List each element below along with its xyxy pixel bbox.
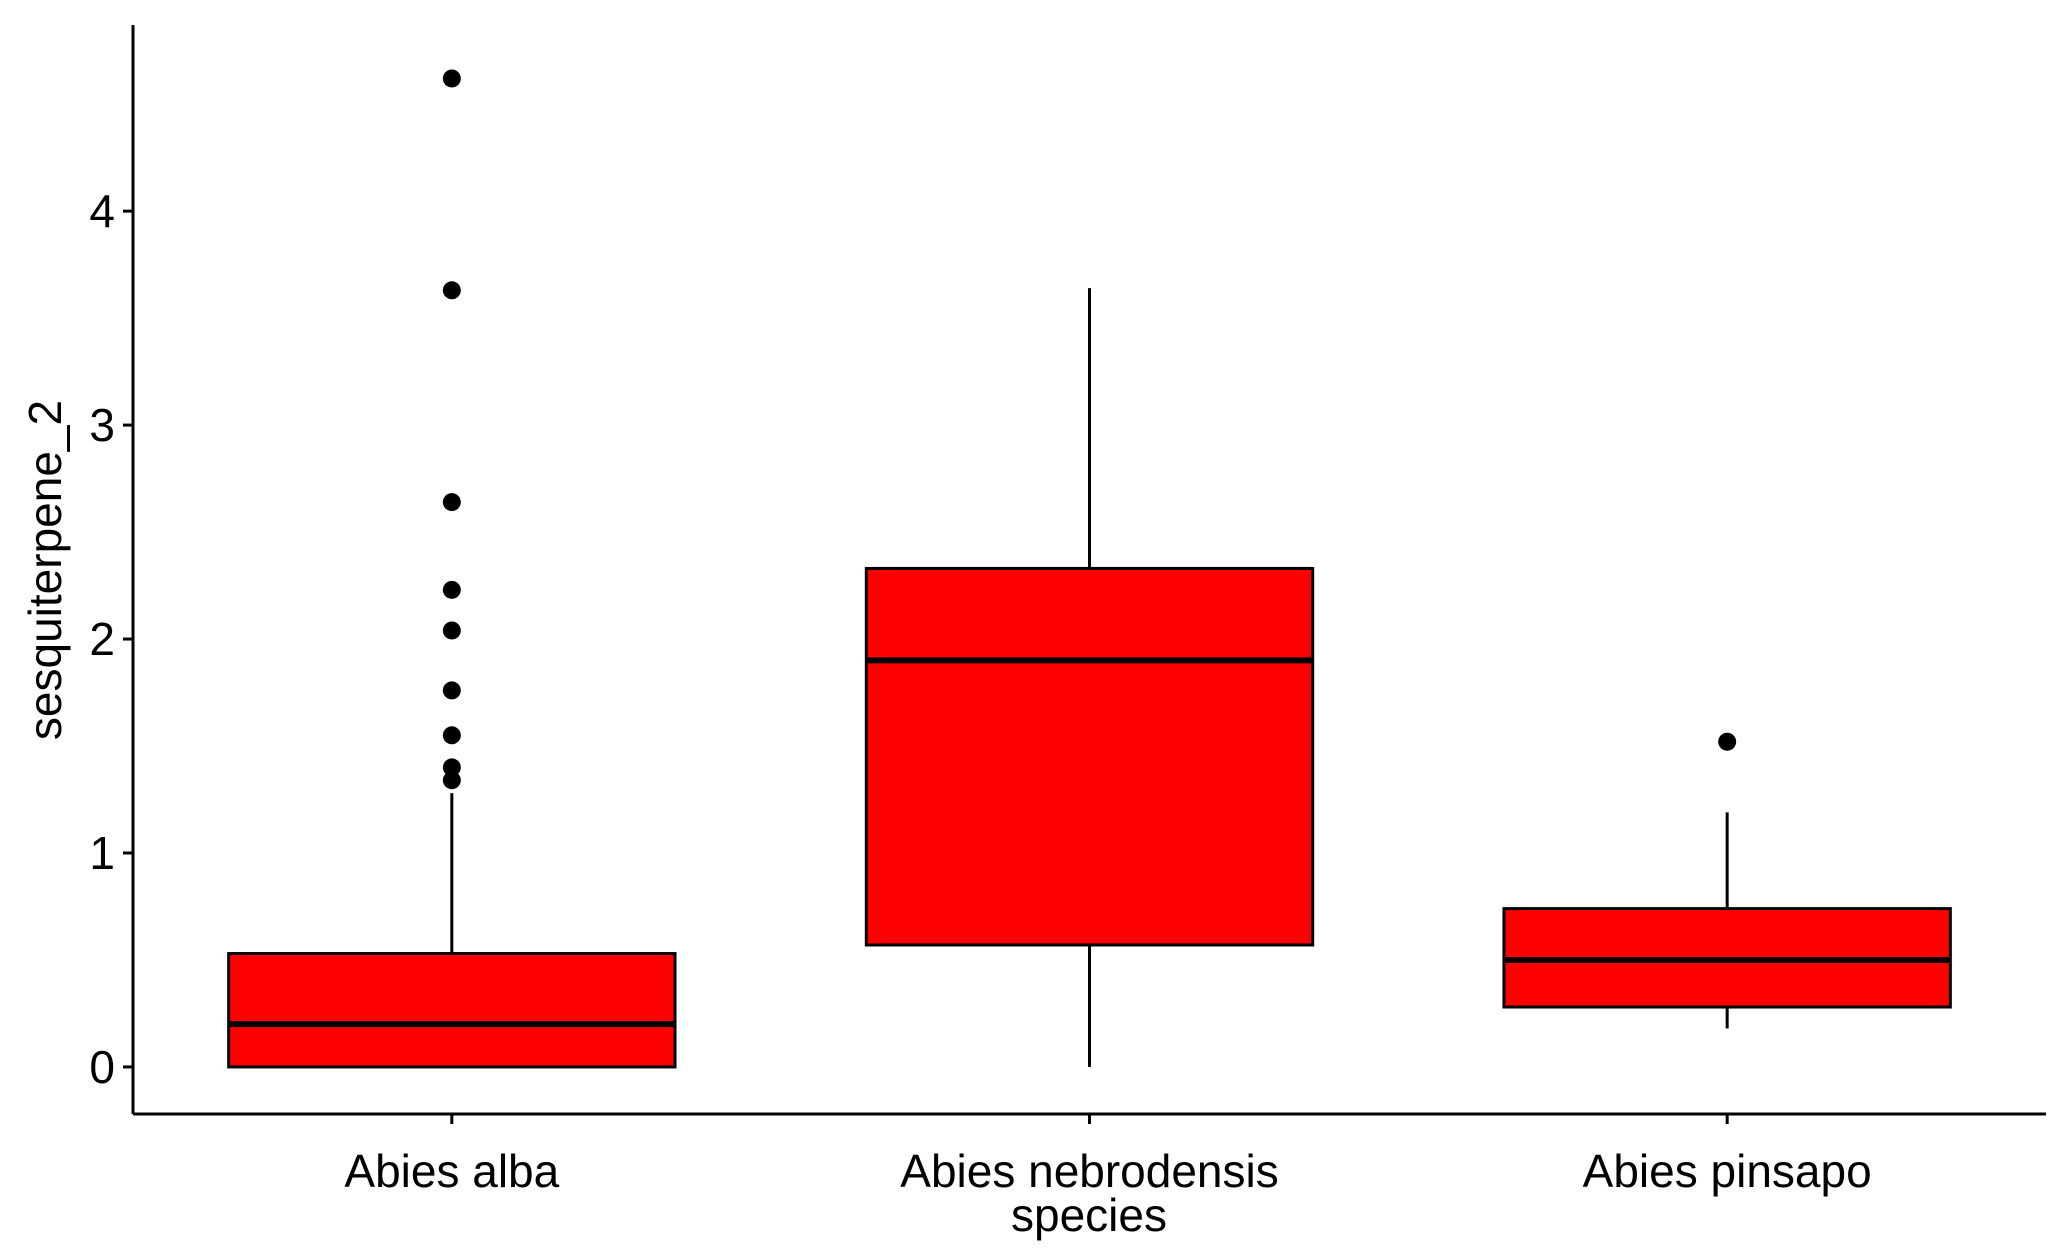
y-tick-label: 0 <box>89 1041 115 1093</box>
y-tick-label: 1 <box>89 827 115 879</box>
outlier-point <box>442 681 461 700</box>
y-axis-title: sesquiterpene_2 <box>19 400 71 740</box>
outlier-point <box>442 580 461 599</box>
outlier-point <box>442 281 461 300</box>
outlier-point <box>442 726 461 745</box>
x-axis: Abies alba Abies nebrodensis Abies pinsapo <box>344 1114 1872 1197</box>
boxes-layer <box>227 69 1952 1069</box>
box-group <box>1502 732 1952 1029</box>
outlier-point <box>442 493 461 512</box>
x-tick-label: Abies alba <box>344 1145 559 1197</box>
x-tick-label: Abies nebrodensis <box>900 1145 1278 1197</box>
plot-area <box>227 69 1952 1069</box>
box-group <box>864 288 1315 1067</box>
y-tick-label: 4 <box>89 185 115 237</box>
y-axis: 0 1 2 3 4 <box>89 185 133 1093</box>
outlier-point <box>442 69 461 88</box>
outlier-point <box>1718 732 1737 751</box>
x-tick-label: Abies pinsapo <box>1583 1145 1872 1197</box>
x-axis-title: species <box>1011 1189 1167 1241</box>
outlier-point <box>442 758 461 777</box>
box-iqr <box>227 952 677 1069</box>
y-tick-label: 3 <box>89 399 115 451</box>
box-iqr <box>864 566 1315 947</box>
box-group <box>227 69 677 1069</box>
outlier-point <box>442 771 461 790</box>
outlier-point <box>442 621 461 640</box>
y-tick-label: 2 <box>89 613 115 665</box>
